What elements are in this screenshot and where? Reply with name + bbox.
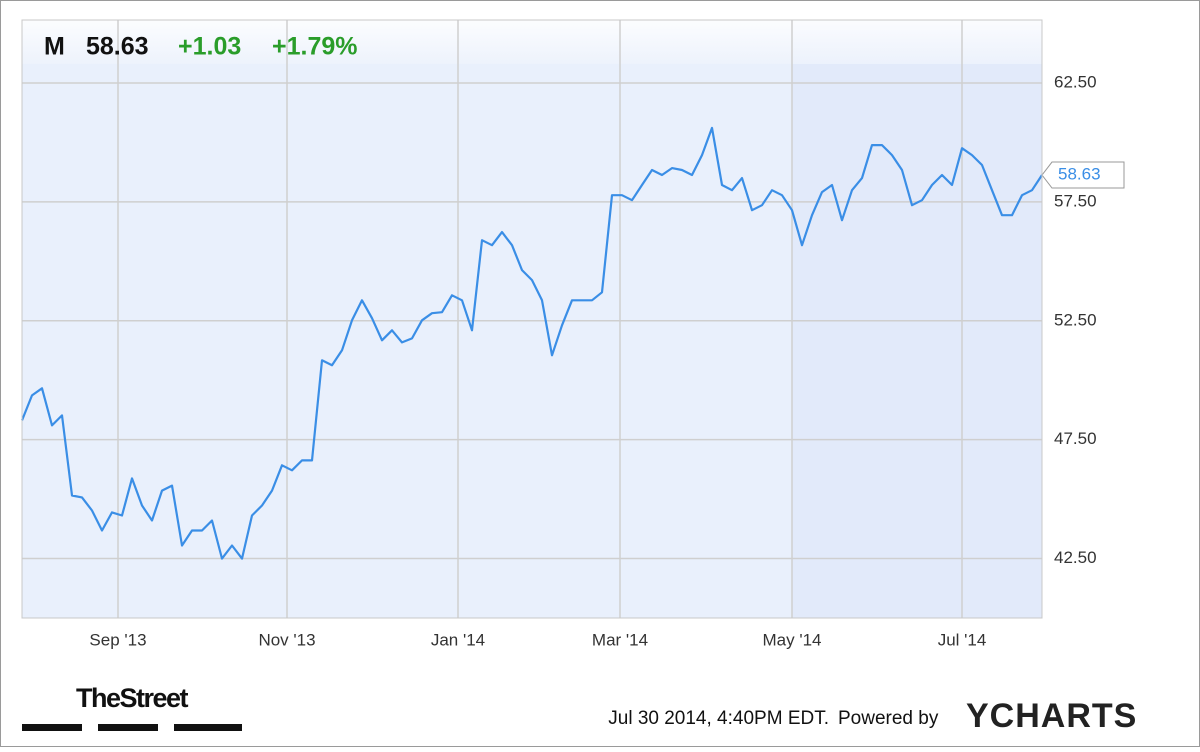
header-band: [22, 20, 1042, 64]
change: +1.03: [178, 33, 241, 61]
last-value-label: 58.63: [1058, 165, 1101, 184]
change-percent: +1.79%: [272, 33, 358, 61]
grid: [22, 20, 1042, 618]
x-tick-label: Mar '14: [592, 630, 648, 649]
x-tick-label: Nov '13: [258, 630, 315, 649]
logo-bar: [174, 724, 242, 731]
plot-border: [21, 19, 1043, 619]
plot-shade: [792, 20, 1042, 618]
y-tick-label: 57.50: [1054, 191, 1097, 210]
y-tick-label: 62.50: [1054, 72, 1097, 91]
timestamp: Jul 30 2014, 4:40PM EDT.: [608, 708, 829, 729]
price: 58.63: [86, 33, 149, 61]
price-line: [20, 126, 1043, 560]
y-tick-label: 47.50: [1054, 429, 1097, 448]
last-value-tag: [1041, 161, 1125, 189]
brand-logo: YCHARTS: [966, 697, 1137, 735]
y-tick-label: 42.50: [1054, 548, 1097, 567]
logo-bar: [22, 724, 82, 731]
logo-bar: [98, 724, 158, 731]
marks: [20, 126, 1125, 560]
powered-by: Powered by: [838, 708, 939, 729]
ticker: M: [44, 33, 65, 61]
x-tick-label: Jan '14: [431, 630, 485, 649]
source-logo: TheStreet: [76, 683, 189, 713]
x-tick-label: Sep '13: [89, 630, 146, 649]
y-tick-label: 52.50: [1054, 310, 1097, 329]
x-tick-label: Jul '14: [938, 630, 987, 649]
x-tick-label: May '14: [763, 630, 822, 649]
